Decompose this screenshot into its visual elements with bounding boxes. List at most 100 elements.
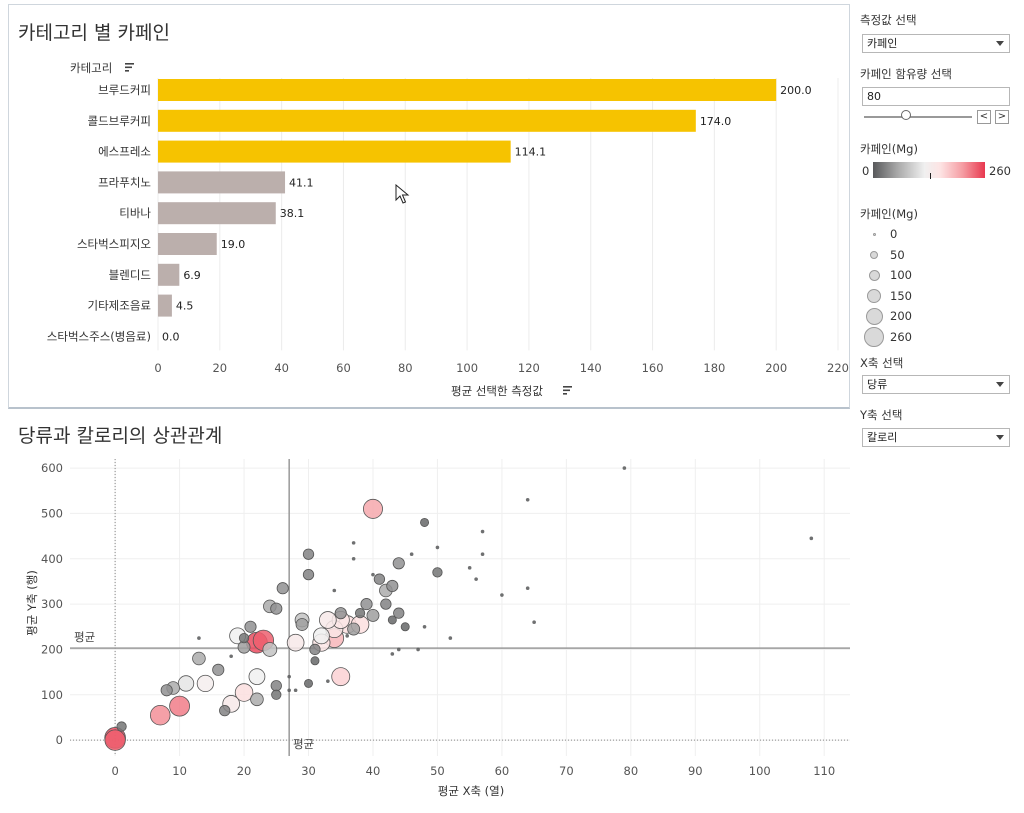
caffeine-amount-slider-thumb[interactable]: [901, 110, 911, 120]
size-legend-label: 50: [890, 247, 905, 262]
bar[interactable]: [158, 263, 180, 286]
scatter-point[interactable]: [310, 656, 320, 666]
y-axis-select[interactable]: 칼로리: [862, 428, 1010, 447]
scatter-point[interactable]: [480, 552, 485, 557]
scatter-point[interactable]: [262, 642, 278, 657]
scatter-point[interactable]: [104, 729, 126, 751]
scatter-point[interactable]: [302, 568, 315, 581]
scatter-point[interactable]: [270, 602, 283, 615]
bar-category-label: 블렌디드: [109, 268, 151, 282]
bar-axis-header[interactable]: 카테고리: [70, 61, 112, 75]
bar[interactable]: [158, 79, 777, 101]
scatter-point[interactable]: [360, 598, 373, 611]
scatter-point[interactable]: [347, 622, 361, 636]
scatter-point[interactable]: [809, 536, 814, 541]
scatter-point[interactable]: [287, 674, 291, 679]
scatter-point[interactable]: [197, 636, 201, 640]
scatter-point[interactable]: [248, 668, 266, 686]
scatter-point[interactable]: [432, 567, 443, 578]
scatter-point[interactable]: [192, 651, 206, 666]
scatter-point[interactable]: [525, 586, 530, 591]
scatter-point[interactable]: [212, 663, 225, 676]
scatter-point[interactable]: [390, 652, 395, 656]
scatter-point[interactable]: [396, 647, 401, 652]
scatter-point[interactable]: [474, 577, 478, 581]
scatter-point[interactable]: [351, 556, 356, 561]
x-axis-select[interactable]: 당류: [862, 375, 1010, 394]
bar-value-label: 19.0: [221, 238, 246, 251]
scatter-point[interactable]: [287, 688, 291, 693]
scatter-point[interactable]: [409, 552, 414, 557]
scatter-point[interactable]: [319, 611, 337, 629]
scatter-point[interactable]: [295, 618, 309, 631]
scatter-point[interactable]: [448, 636, 453, 640]
bar-chart-title: 카테고리 별 카페인: [18, 22, 170, 44]
scatter-point[interactable]: [354, 608, 366, 619]
scatter-point[interactable]: [276, 582, 289, 595]
scatter-point[interactable]: [293, 688, 298, 693]
scatter-point[interactable]: [420, 517, 430, 527]
scatter-point[interactable]: [422, 624, 427, 629]
step-next-button[interactable]: >: [995, 110, 1009, 124]
mouse-cursor-icon: [395, 184, 410, 204]
scatter-point[interactable]: [373, 573, 386, 585]
scatter-point[interactable]: [371, 572, 375, 577]
scatter-point[interactable]: [380, 598, 392, 610]
scatter-point[interactable]: [196, 674, 214, 693]
scatter-point[interactable]: [286, 633, 305, 652]
scatter-point[interactable]: [334, 607, 347, 620]
bar-x-axis-title[interactable]: 평균 선택한 측정값: [451, 384, 543, 398]
scatter-point[interactable]: [480, 529, 485, 534]
bar[interactable]: [158, 233, 217, 255]
bar[interactable]: [158, 171, 286, 194]
bar[interactable]: [158, 140, 511, 163]
scatter-point[interactable]: [387, 615, 397, 625]
chevron-down-icon: [996, 435, 1004, 440]
scatter-point[interactable]: [332, 588, 337, 593]
scatter-point[interactable]: [467, 566, 472, 570]
scatter-point[interactable]: [435, 545, 440, 550]
scatter-point[interactable]: [250, 692, 264, 707]
scatter-point[interactable]: [238, 632, 250, 644]
sort-icon[interactable]: [563, 386, 572, 395]
measure-select[interactable]: 카페인: [862, 34, 1010, 53]
scatter-point[interactable]: [622, 466, 627, 470]
scatter-point[interactable]: [234, 683, 254, 702]
scatter-point[interactable]: [393, 607, 405, 619]
scatter-point[interactable]: [150, 704, 171, 726]
scatter-point[interactable]: [500, 593, 504, 597]
bar[interactable]: [158, 109, 696, 132]
scatter-point[interactable]: [386, 579, 399, 593]
scatter-point[interactable]: [313, 627, 330, 645]
scatter-point[interactable]: [270, 680, 282, 692]
scatter-point[interactable]: [331, 667, 351, 687]
scatter-point[interactable]: [177, 675, 195, 692]
scatter-point[interactable]: [169, 695, 190, 717]
scatter-point[interactable]: [532, 620, 536, 625]
scatter-point[interactable]: [326, 679, 330, 683]
caffeine-amount-input[interactable]: 80: [862, 87, 1010, 106]
scatter-point[interactable]: [116, 721, 127, 732]
scatter-point[interactable]: [416, 647, 420, 652]
scatter-point[interactable]: [351, 541, 356, 545]
scatter-y-tick-label: 600: [41, 461, 63, 475]
bar[interactable]: [158, 202, 276, 225]
scatter-point[interactable]: [345, 634, 349, 638]
scatter-point[interactable]: [363, 498, 383, 519]
scatter-point[interactable]: [219, 705, 231, 717]
scatter-point[interactable]: [366, 608, 380, 622]
scatter-point[interactable]: [229, 654, 233, 659]
scatter-point[interactable]: [392, 557, 405, 570]
scatter-point[interactable]: [525, 498, 530, 502]
scatter-point[interactable]: [304, 678, 313, 688]
bar[interactable]: [158, 294, 172, 317]
scatter-point[interactable]: [244, 620, 257, 633]
sort-icon[interactable]: [125, 63, 134, 72]
caffeine-amount-slider-track[interactable]: [864, 116, 972, 118]
scatter-point[interactable]: [271, 689, 282, 700]
step-prev-button[interactable]: <: [977, 110, 991, 124]
scatter-point[interactable]: [309, 643, 321, 656]
scatter-point[interactable]: [400, 622, 410, 632]
scatter-point[interactable]: [160, 684, 173, 697]
scatter-point[interactable]: [302, 548, 315, 560]
